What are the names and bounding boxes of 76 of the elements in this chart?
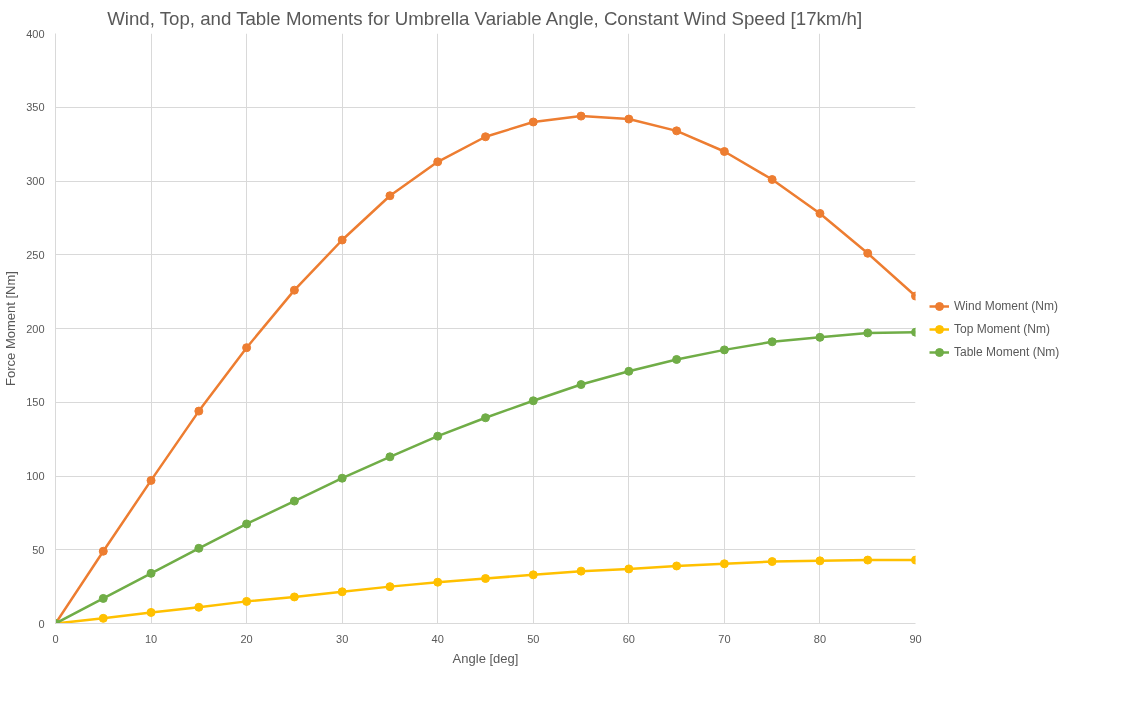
y-tick-label: 150 — [26, 396, 45, 409]
point — [767, 175, 777, 185]
y-axis-title: Force Moment [Nm] — [3, 271, 19, 386]
point — [337, 473, 347, 483]
x-tick-label: 80 — [813, 632, 827, 645]
point — [385, 191, 395, 201]
x-tick-label: 40 — [431, 632, 444, 645]
point — [194, 543, 204, 553]
x-axis-title: Angle [deg] — [452, 650, 519, 666]
point — [719, 147, 729, 156]
point — [528, 396, 538, 406]
point — [576, 111, 586, 121]
point — [433, 577, 443, 587]
y-tick-label: 200 — [26, 322, 45, 335]
chart-title: Wind, Top, and Table Moments for Umbrella Variable Angle, Constant Wind Speed [17km/h] — [107, 7, 863, 29]
x-tick-label: 20 — [240, 632, 253, 645]
legend-label: Wind Moment (Nm) — [954, 299, 1059, 313]
point — [528, 570, 538, 580]
point — [337, 587, 347, 597]
point — [146, 607, 156, 617]
point — [242, 596, 252, 606]
point — [242, 519, 252, 529]
point — [863, 328, 873, 338]
point — [528, 117, 538, 127]
point — [385, 582, 395, 592]
point — [863, 248, 873, 258]
y-tick-label: 0 — [38, 617, 45, 630]
point — [576, 380, 586, 390]
point — [576, 566, 586, 576]
y-tick-label: 350 — [26, 101, 45, 114]
y-tick-label: 300 — [26, 175, 45, 187]
point — [146, 475, 156, 485]
y-tick-label: 400 — [26, 27, 45, 40]
legend-label: Top Moment (Nm) — [954, 322, 1051, 336]
point — [194, 406, 204, 416]
x-tick-label: 30 — [336, 632, 349, 645]
point — [194, 602, 204, 612]
y-tick-label: 250 — [26, 248, 45, 261]
point — [624, 114, 634, 124]
point — [242, 343, 252, 353]
point — [719, 345, 729, 355]
point — [719, 559, 729, 569]
point — [98, 546, 108, 556]
point — [146, 568, 156, 578]
point — [672, 126, 682, 136]
x-tick-label: 90 — [909, 632, 922, 645]
point — [433, 157, 443, 167]
point — [289, 592, 299, 602]
x-tick-label: 70 — [718, 632, 731, 645]
legend-label: Table Moment (Nm) — [954, 345, 1060, 359]
x-tick-label: 50 — [527, 632, 540, 645]
point — [481, 132, 490, 142]
point — [672, 561, 682, 571]
point — [98, 593, 108, 603]
point — [815, 556, 825, 566]
x-tick-label: 0 — [52, 632, 59, 645]
point — [767, 337, 777, 347]
point — [624, 564, 634, 574]
point — [98, 613, 108, 623]
point — [672, 354, 682, 364]
y-tick-label: 100 — [26, 470, 45, 482]
x-tick-label: 10 — [144, 632, 158, 645]
y-tick-label: 50 — [32, 543, 45, 556]
point — [767, 557, 777, 567]
point — [385, 452, 395, 462]
point — [337, 235, 347, 245]
point — [624, 366, 634, 376]
point — [481, 413, 490, 423]
x-tick-label: 60 — [622, 632, 635, 645]
point — [289, 496, 299, 506]
point — [433, 431, 443, 441]
point — [815, 332, 825, 342]
point — [863, 555, 873, 565]
point — [289, 285, 299, 295]
point — [481, 574, 490, 583]
point — [815, 208, 825, 218]
